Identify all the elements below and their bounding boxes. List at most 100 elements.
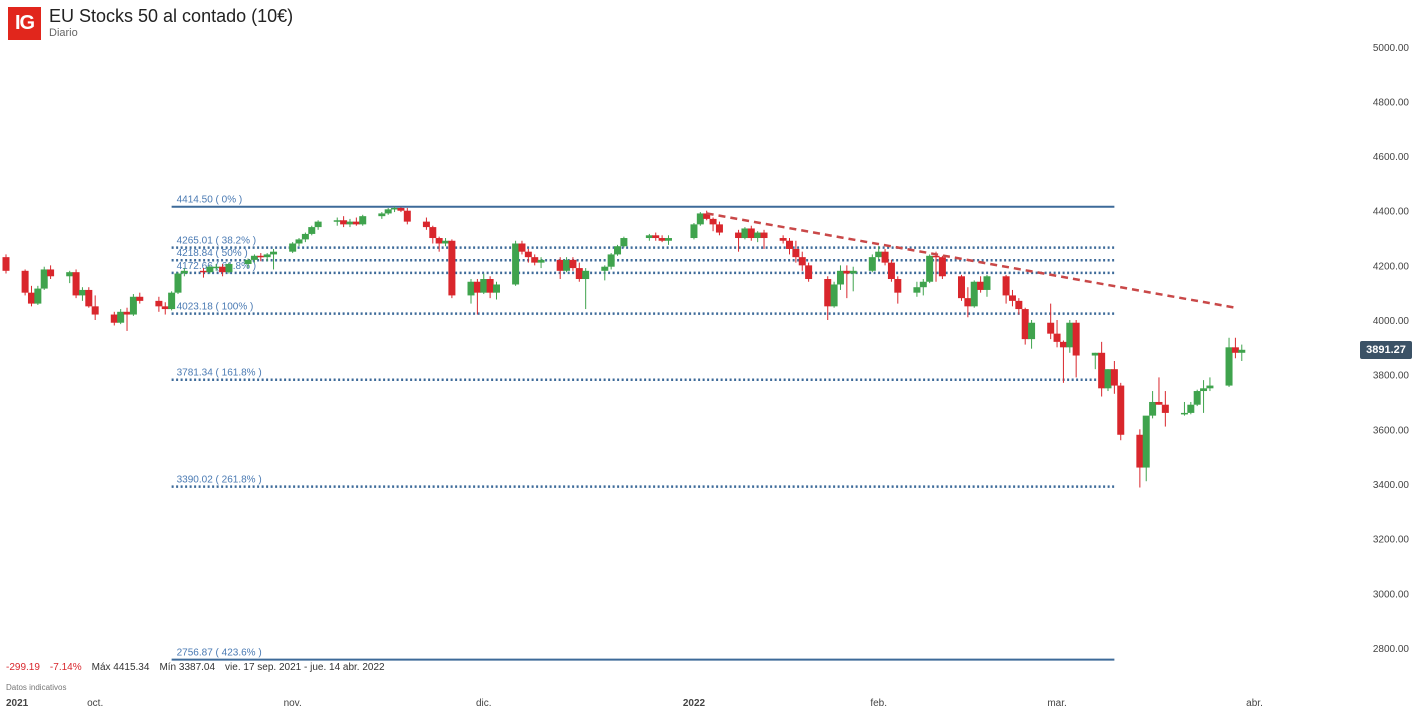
candle-body	[168, 292, 176, 310]
candle-body	[964, 298, 972, 307]
candle-body	[1104, 369, 1112, 389]
candle-body	[607, 254, 615, 267]
y-tick-label: 4800.00	[1373, 97, 1410, 108]
candle-body	[270, 251, 278, 255]
candle-body	[779, 238, 787, 241]
candle-body	[703, 213, 711, 219]
y-tick-label: 4400.00	[1373, 207, 1410, 218]
candle-body	[556, 259, 564, 271]
candle-body	[690, 224, 698, 239]
x-tick-label: 2022	[683, 698, 706, 709]
candle-body	[1136, 434, 1144, 468]
candle-body	[836, 270, 844, 285]
candle-body	[346, 221, 354, 225]
candle-body	[72, 272, 80, 296]
timeframe-label: Diario	[49, 27, 78, 39]
candle-body	[512, 243, 520, 285]
candle-body	[983, 276, 991, 290]
candle-body	[1072, 322, 1080, 356]
y-tick-label: 2800.00	[1373, 644, 1410, 655]
candle-body	[582, 270, 590, 280]
candle-body	[333, 220, 341, 222]
y-tick-label: 5000.00	[1373, 43, 1410, 54]
x-tick-label: 2021	[6, 698, 29, 709]
candle-body	[1149, 401, 1157, 416]
candle-body	[913, 287, 921, 293]
candle-body	[467, 281, 475, 296]
candle-body	[66, 272, 74, 277]
x-tick-label: dic.	[476, 698, 492, 709]
candle-body	[601, 266, 609, 271]
candle-body	[442, 240, 450, 244]
candle-body	[575, 268, 583, 280]
fib-level-label: 2756.87 ( 423.6% )	[177, 648, 262, 659]
candle-body	[78, 289, 86, 296]
candle-body	[308, 227, 316, 234]
candle-body	[1155, 401, 1163, 405]
y-tick-label: 3200.00	[1373, 535, 1410, 546]
candle-body	[1015, 300, 1023, 310]
candle-body	[429, 227, 437, 239]
candle-body	[448, 240, 456, 296]
candle-body	[225, 263, 233, 273]
candle-body	[384, 209, 392, 214]
candle-body	[531, 257, 539, 263]
candle-body	[919, 281, 927, 288]
y-tick-label: 3400.00	[1373, 480, 1410, 491]
y-tick-label: 3800.00	[1373, 371, 1410, 382]
x-tick-label: oct.	[87, 698, 103, 709]
candle-body	[1021, 309, 1029, 340]
candle-body	[926, 255, 934, 282]
candle-body	[391, 207, 399, 210]
candle-body	[352, 221, 360, 225]
candle-body	[645, 235, 653, 239]
candle-body	[40, 269, 48, 289]
candle-body	[620, 238, 628, 247]
candle-body	[1053, 333, 1061, 342]
candle-body	[881, 251, 889, 263]
candle-body	[403, 210, 411, 222]
candle-body	[212, 266, 220, 269]
candle-body	[486, 279, 494, 293]
fib-level-label: 4265.01 ( 38.2% )	[177, 236, 257, 247]
candle-body	[1059, 341, 1067, 348]
candle-body	[830, 284, 838, 307]
candle-body	[295, 239, 303, 244]
candle-body	[340, 220, 348, 225]
candle-body	[136, 296, 144, 301]
candle-body	[1180, 412, 1188, 415]
candle-body	[696, 213, 704, 225]
y-tick-label: 4200.00	[1373, 261, 1410, 272]
trendline	[706, 212, 1236, 309]
fib-level-label: 4414.50 ( 0% )	[177, 195, 243, 206]
candle-body	[614, 246, 622, 255]
candle-body	[1238, 349, 1246, 353]
fib-level-label: 4218.84 ( 50% )	[177, 248, 248, 259]
change-percent: -7.14%	[49, 662, 82, 673]
x-tick-label: nov.	[284, 698, 302, 709]
candle-body	[1066, 322, 1074, 348]
y-tick-label: 4600.00	[1373, 152, 1410, 163]
candle-body	[805, 265, 813, 280]
candle-body	[27, 292, 35, 304]
candle-body	[123, 311, 131, 315]
fib-level-label: 3781.34 ( 161.8% )	[177, 368, 262, 379]
candle-body	[849, 270, 857, 274]
last-price-tag: 3891.27	[1360, 341, 1412, 359]
candle-body	[257, 255, 265, 258]
candle-body	[760, 232, 768, 239]
candle-body	[359, 216, 367, 225]
candle-body	[1193, 391, 1201, 405]
candle-body	[199, 270, 207, 273]
candle-body	[1142, 415, 1150, 468]
candle-body	[1047, 322, 1055, 334]
candle-body	[480, 279, 488, 293]
date-range: vie. 17 sep. 2021 - jue. 14 abr. 2022	[225, 662, 385, 673]
candle-body	[1028, 322, 1036, 340]
candle-body	[1225, 347, 1233, 386]
candle-body	[754, 232, 762, 239]
fib-level-label: 3390.02 ( 261.8% )	[177, 475, 262, 486]
candle-body	[206, 266, 214, 273]
candle-body	[492, 284, 500, 293]
